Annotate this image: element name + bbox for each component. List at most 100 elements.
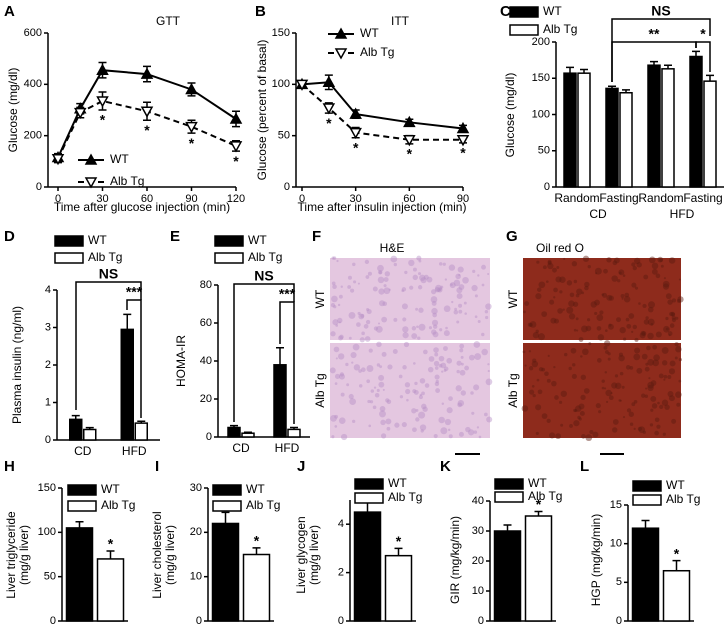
- bar: [631, 527, 660, 622]
- texture: [559, 276, 566, 283]
- texture: [535, 431, 539, 435]
- texture: [348, 336, 352, 340]
- texture: [379, 300, 386, 307]
- texture: [383, 284, 387, 288]
- texture: [662, 280, 670, 288]
- texture: [657, 256, 664, 263]
- texture: [592, 431, 599, 438]
- texture: [419, 424, 427, 431]
- x-tick-label: 30: [96, 193, 108, 205]
- texture: [625, 317, 630, 322]
- texture: [333, 305, 337, 309]
- texture: [587, 318, 591, 322]
- texture: [421, 391, 425, 396]
- texture: [575, 293, 580, 298]
- texture: [658, 373, 664, 379]
- marker: [185, 82, 198, 95]
- texture: [411, 408, 417, 414]
- error-bar: [706, 74, 714, 82]
- texture: [572, 363, 576, 367]
- texture: [547, 354, 550, 357]
- texture: [576, 329, 579, 332]
- texture: [454, 307, 458, 311]
- bar: [65, 527, 94, 622]
- texture: [378, 322, 381, 325]
- texture: [434, 374, 440, 380]
- texture: [636, 262, 642, 268]
- texture: [446, 407, 453, 414]
- texture: [554, 395, 559, 400]
- texture: [585, 325, 592, 332]
- legend-swatch: [214, 235, 244, 247]
- texture: [661, 346, 669, 354]
- legend-label: WT: [110, 152, 129, 166]
- texture: [572, 301, 579, 307]
- texture: [366, 379, 371, 384]
- legend-swatch: [509, 6, 539, 18]
- texture: [645, 387, 648, 390]
- texture: [334, 382, 338, 385]
- texture: [668, 395, 675, 402]
- x-tick-label: CD: [232, 441, 250, 455]
- texture: [487, 369, 490, 373]
- texture: [676, 402, 681, 407]
- bar: [493, 530, 522, 622]
- texture: [661, 399, 669, 406]
- texture: [537, 389, 543, 395]
- texture: [529, 323, 533, 327]
- texture: [611, 382, 618, 389]
- texture: [618, 399, 621, 402]
- marker: [140, 106, 154, 118]
- texture: [434, 352, 439, 357]
- texture: [581, 434, 586, 439]
- texture: [590, 301, 597, 308]
- legend-label: WT: [101, 482, 120, 496]
- texture: [337, 317, 343, 324]
- texture: [537, 287, 542, 292]
- texture: [418, 259, 422, 263]
- x-tick-label: 120: [227, 193, 245, 205]
- texture: [674, 342, 679, 347]
- texture: [434, 381, 440, 387]
- marker: [185, 121, 198, 134]
- texture: [378, 271, 382, 275]
- texture: [417, 336, 421, 340]
- texture: [555, 433, 562, 440]
- legend-swatch: [212, 500, 242, 512]
- texture: [347, 275, 352, 280]
- legend-label: Alb Tg: [110, 174, 144, 188]
- panel-letter: L: [580, 458, 589, 475]
- texture: [633, 399, 638, 404]
- significance: *: [233, 153, 239, 169]
- texture: [631, 262, 636, 267]
- texture: [418, 272, 422, 276]
- texture: [434, 287, 441, 293]
- bar: [211, 522, 240, 622]
- texture: [422, 406, 428, 412]
- y-axis-label: (mg/g liver): [163, 525, 177, 585]
- texture: [481, 332, 485, 337]
- error-bar: [252, 547, 261, 555]
- texture: [671, 298, 676, 303]
- texture: [412, 267, 417, 272]
- y-axis-label: Glucose (percent of basal): [255, 40, 269, 181]
- bar: [287, 428, 301, 438]
- texture: [468, 354, 475, 361]
- texture: [439, 328, 443, 332]
- legend-swatch: [212, 484, 242, 496]
- texture: [569, 292, 575, 298]
- legend-swatch: [214, 252, 244, 264]
- marker: [349, 127, 362, 140]
- texture: [608, 323, 614, 330]
- texture: [455, 273, 461, 280]
- texture: [608, 395, 614, 401]
- texture: [438, 262, 443, 266]
- texture: [654, 417, 660, 423]
- texture: [595, 403, 601, 409]
- texture: [431, 307, 438, 315]
- y-tick-label: 30: [190, 482, 202, 494]
- texture: [457, 266, 464, 273]
- texture: [352, 343, 360, 351]
- x-tick-label: 30: [350, 193, 362, 205]
- texture: [453, 309, 459, 315]
